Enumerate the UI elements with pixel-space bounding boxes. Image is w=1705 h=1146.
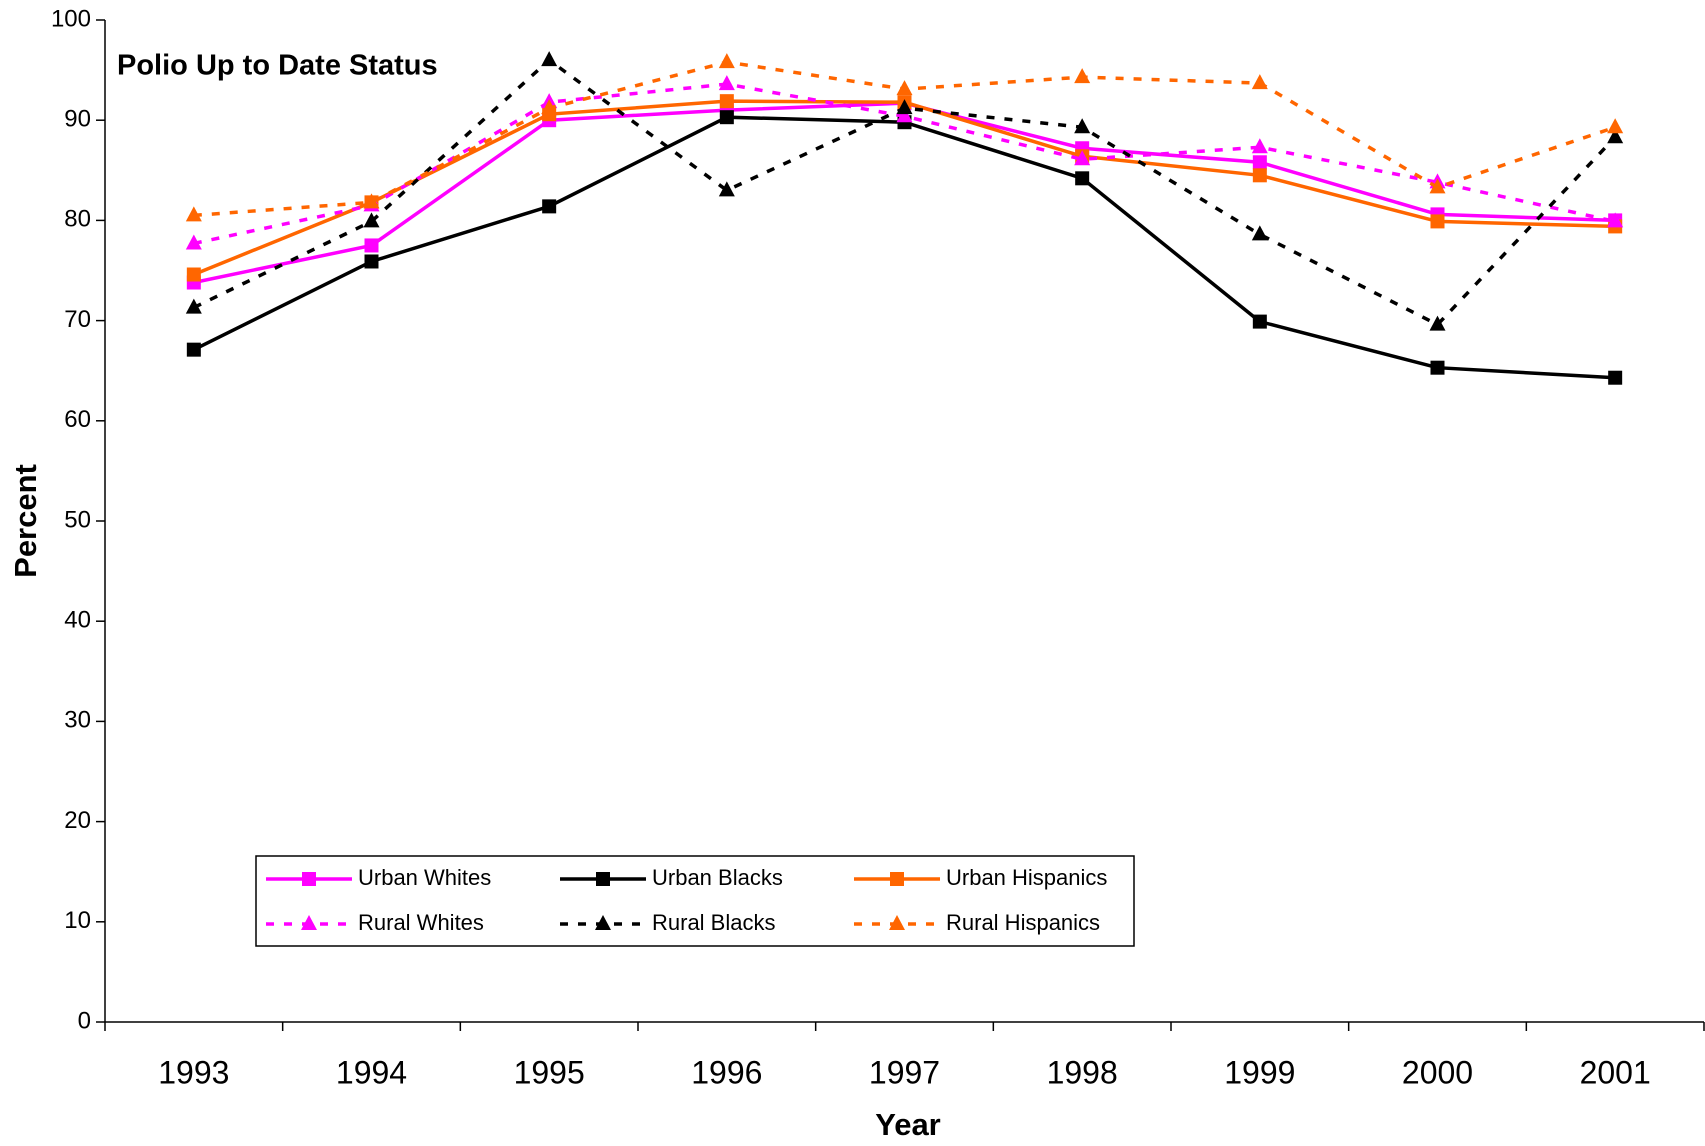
marker (1430, 214, 1445, 229)
marker (1251, 74, 1268, 90)
marker (1252, 168, 1267, 183)
legend-marker (301, 915, 317, 930)
series (186, 110, 1623, 385)
legend-marker (596, 872, 610, 886)
marker (1252, 314, 1267, 329)
x-tick-label: 1996 (691, 1054, 762, 1090)
y-tick-label: 100 (51, 5, 91, 32)
marker (1607, 128, 1624, 144)
x-tick-label: 1994 (336, 1054, 407, 1090)
marker (1252, 155, 1267, 170)
marker (1607, 118, 1624, 134)
legend-marker (595, 915, 611, 930)
marker (541, 99, 558, 115)
marker (186, 342, 201, 357)
legend-label: Rural Whites (358, 910, 484, 935)
x-tick-label: 1997 (869, 1054, 940, 1090)
series-line (193, 101, 1616, 285)
marker (1251, 225, 1268, 241)
marker (719, 110, 734, 125)
series (185, 51, 1624, 331)
marker (363, 193, 380, 209)
legend-marker (890, 872, 904, 886)
y-tick-label: 20 (64, 807, 91, 834)
x-tick-label: 1995 (514, 1054, 585, 1090)
marker (896, 107, 913, 123)
marker (363, 212, 380, 228)
x-tick-label: 2000 (1402, 1054, 1473, 1090)
marker (718, 53, 735, 69)
marker (364, 238, 379, 253)
chart-title: Polio Up to Date Status (117, 50, 438, 82)
y-tick-label: 0 (78, 1007, 91, 1034)
x-tick-label: 1999 (1224, 1054, 1295, 1090)
marker (1074, 68, 1091, 84)
legend-label: Urban Whites (358, 865, 491, 890)
marker (718, 75, 735, 91)
x-tick-label: 1993 (158, 1054, 229, 1090)
marker (185, 206, 202, 222)
y-tick-label: 50 (64, 506, 91, 533)
marker (896, 99, 913, 115)
marker (1429, 178, 1446, 194)
marker (185, 298, 202, 314)
marker (1608, 370, 1623, 385)
legend-marker (889, 915, 905, 930)
legend-label: Rural Hispanics (946, 910, 1100, 935)
y-tick-label: 80 (64, 206, 91, 233)
y-tick-label: 10 (64, 907, 91, 934)
legend-label: Urban Blacks (652, 865, 783, 890)
x-axis-title: Year (875, 1107, 941, 1142)
series (185, 53, 1624, 222)
y-tick-label: 40 (64, 607, 91, 634)
marker (1251, 138, 1268, 154)
legend-label: Urban Hispanics (946, 865, 1107, 890)
y-tick-label: 90 (64, 106, 91, 133)
x-tick-label: 1998 (1047, 1054, 1118, 1090)
y-tick-label: 60 (64, 406, 91, 433)
series-line (193, 82, 1616, 246)
series-line (193, 115, 1616, 380)
marker (718, 181, 735, 197)
marker (1607, 212, 1624, 228)
marker (719, 94, 734, 109)
marker (1075, 171, 1090, 186)
y-tick-label: 30 (64, 707, 91, 734)
marker (364, 254, 379, 269)
marker (541, 51, 558, 67)
y-tick-label: 70 (64, 306, 91, 333)
marker (186, 267, 201, 282)
marker (1074, 150, 1091, 166)
y-axis-title: Percent (8, 464, 43, 578)
legend-marker (302, 872, 316, 886)
marker (542, 199, 557, 214)
legend (255, 855, 1135, 947)
marker (185, 234, 202, 250)
x-tick-label: 2001 (1580, 1054, 1651, 1090)
marker (896, 80, 913, 96)
marker (1074, 118, 1091, 134)
marker (1429, 315, 1446, 331)
legend-label: Rural Blacks (652, 910, 775, 935)
marker (1430, 360, 1445, 375)
